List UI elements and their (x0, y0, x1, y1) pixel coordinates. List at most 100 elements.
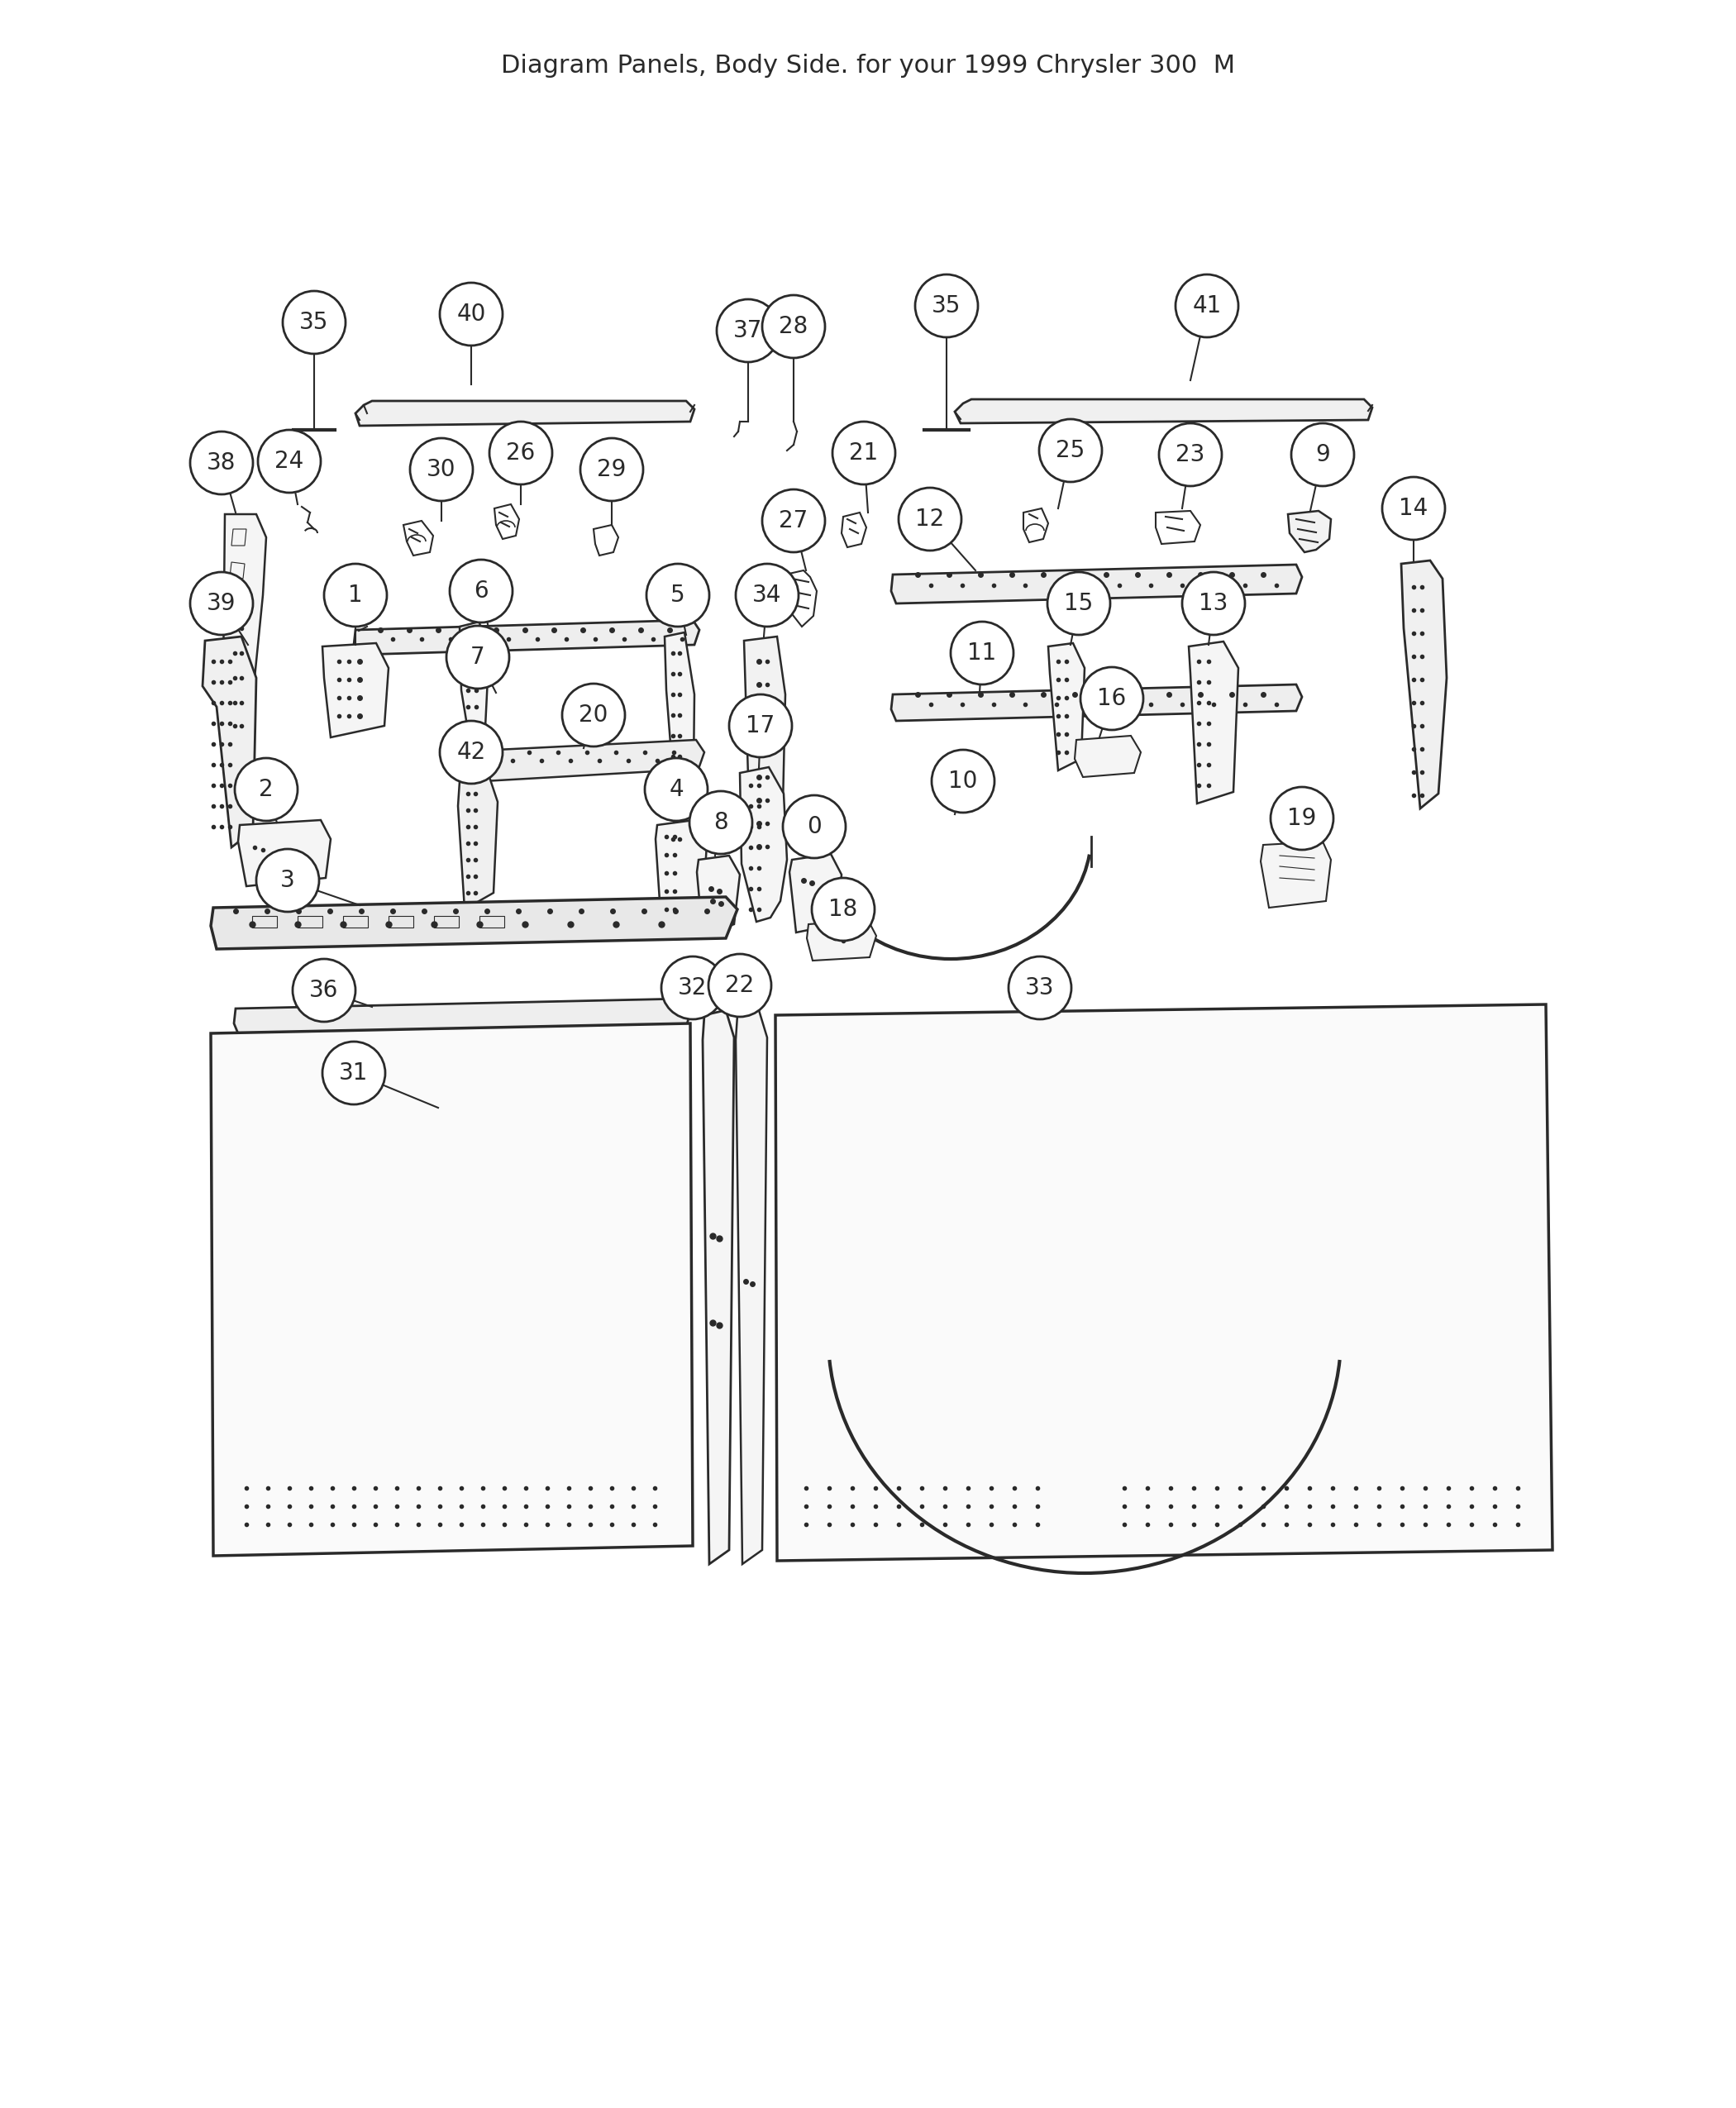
Text: 31: 31 (339, 1062, 368, 1086)
Circle shape (762, 295, 825, 358)
Text: 25: 25 (1055, 438, 1085, 462)
Text: 2: 2 (259, 778, 274, 801)
Circle shape (257, 850, 319, 913)
Circle shape (580, 438, 642, 502)
Circle shape (1009, 957, 1071, 1020)
Circle shape (1080, 666, 1144, 729)
Text: 10: 10 (948, 769, 977, 793)
Circle shape (708, 955, 771, 1016)
Text: 29: 29 (597, 457, 627, 481)
Circle shape (1182, 571, 1245, 635)
Polygon shape (736, 1010, 767, 1564)
Text: Diagram Panels, Body Side. for your 1999 Chrysler 300  M: Diagram Panels, Body Side. for your 1999… (502, 55, 1234, 78)
Circle shape (490, 422, 552, 485)
Polygon shape (891, 565, 1302, 603)
Polygon shape (210, 896, 738, 949)
Circle shape (951, 622, 1014, 685)
Text: 4: 4 (668, 778, 684, 801)
Polygon shape (745, 637, 785, 860)
Polygon shape (776, 1003, 1552, 1560)
Polygon shape (1288, 510, 1332, 552)
Circle shape (446, 626, 509, 689)
Circle shape (833, 422, 896, 485)
Text: 38: 38 (207, 451, 236, 474)
Text: 14: 14 (1399, 497, 1429, 521)
Circle shape (812, 877, 875, 940)
Text: 21: 21 (849, 441, 878, 464)
Text: 3: 3 (279, 868, 295, 892)
Polygon shape (234, 999, 691, 1037)
Circle shape (932, 750, 995, 812)
Text: 33: 33 (1026, 976, 1055, 999)
Text: 35: 35 (300, 310, 328, 333)
Circle shape (1292, 424, 1354, 487)
Polygon shape (1401, 561, 1446, 809)
Text: 39: 39 (207, 592, 236, 616)
Circle shape (283, 291, 345, 354)
Circle shape (1382, 476, 1444, 540)
Polygon shape (356, 401, 694, 426)
Circle shape (439, 282, 503, 346)
Circle shape (646, 563, 710, 626)
Circle shape (450, 559, 512, 622)
Polygon shape (740, 767, 786, 921)
Circle shape (259, 430, 321, 493)
Text: 35: 35 (932, 295, 962, 318)
Polygon shape (210, 1022, 693, 1556)
Text: 28: 28 (779, 314, 809, 337)
Text: 5: 5 (670, 584, 686, 607)
Polygon shape (807, 919, 877, 961)
Text: 37: 37 (734, 318, 762, 341)
Text: 30: 30 (427, 457, 457, 481)
Text: 36: 36 (309, 978, 339, 1001)
Text: 23: 23 (1175, 443, 1205, 466)
Circle shape (1175, 274, 1238, 337)
Polygon shape (354, 620, 700, 656)
Text: 12: 12 (915, 508, 944, 531)
Polygon shape (238, 820, 330, 885)
Text: 8: 8 (713, 812, 727, 835)
Polygon shape (460, 622, 488, 761)
Text: 19: 19 (1288, 807, 1316, 831)
Polygon shape (891, 685, 1302, 721)
Text: 0: 0 (807, 816, 821, 839)
Polygon shape (703, 1010, 734, 1564)
Circle shape (1271, 786, 1333, 850)
Text: 13: 13 (1200, 592, 1227, 616)
Text: 27: 27 (779, 510, 809, 533)
Circle shape (191, 432, 253, 495)
Circle shape (325, 563, 387, 626)
Text: 24: 24 (274, 449, 304, 472)
Circle shape (644, 759, 708, 820)
Circle shape (729, 694, 792, 757)
Text: 11: 11 (967, 641, 996, 664)
Polygon shape (477, 740, 705, 782)
Text: 41: 41 (1193, 295, 1222, 318)
Polygon shape (224, 514, 266, 744)
Circle shape (1040, 419, 1102, 483)
Circle shape (562, 683, 625, 746)
Circle shape (410, 438, 472, 502)
Text: 16: 16 (1097, 687, 1127, 710)
Text: 42: 42 (457, 740, 486, 763)
Circle shape (191, 571, 253, 635)
Circle shape (783, 795, 845, 858)
Text: 34: 34 (752, 584, 781, 607)
Circle shape (717, 299, 779, 363)
Polygon shape (656, 820, 707, 925)
Polygon shape (323, 643, 389, 738)
Text: 7: 7 (470, 645, 484, 668)
Circle shape (689, 790, 752, 854)
Circle shape (762, 489, 825, 552)
Circle shape (899, 487, 962, 550)
Text: 22: 22 (726, 974, 755, 997)
Circle shape (293, 959, 356, 1022)
Polygon shape (203, 637, 257, 847)
Polygon shape (1049, 643, 1085, 769)
Text: 9: 9 (1316, 443, 1330, 466)
Text: 15: 15 (1064, 592, 1094, 616)
Text: 20: 20 (578, 704, 608, 727)
Circle shape (915, 274, 977, 337)
Text: 26: 26 (507, 441, 535, 464)
Polygon shape (458, 778, 498, 909)
